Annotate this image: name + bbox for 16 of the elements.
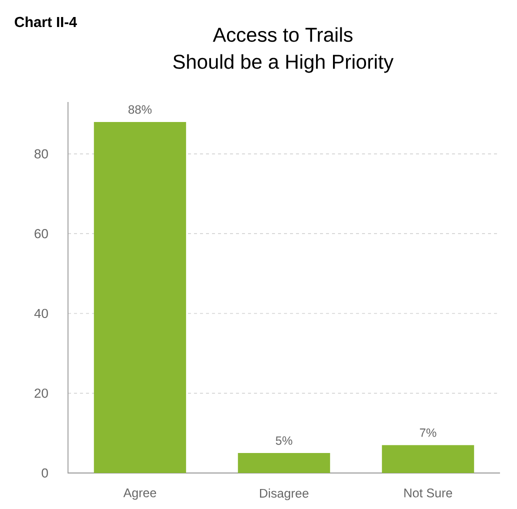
x-tick-label: Not Sure [404, 488, 452, 498]
y-tick-label: 0 [42, 468, 48, 478]
bar [382, 445, 474, 473]
y-tick-label: 40 [34, 308, 48, 318]
data-label: 5% [276, 436, 292, 445]
text: Chart II-4 [14, 16, 77, 28]
y-tick-label: 60 [34, 229, 48, 238]
data-label: 88% [128, 105, 152, 114]
data-label: 7% [420, 428, 436, 437]
bar [238, 453, 330, 473]
chart-title: Access to Trails Should be a High Priority [173, 27, 394, 73]
y-tick-label: 20 [34, 388, 48, 398]
x-tick-label: Disagree [260, 488, 308, 500]
x-tick-label: Agree [123, 488, 156, 500]
y-tick-label: 80 [34, 149, 48, 158]
bar [94, 122, 186, 473]
